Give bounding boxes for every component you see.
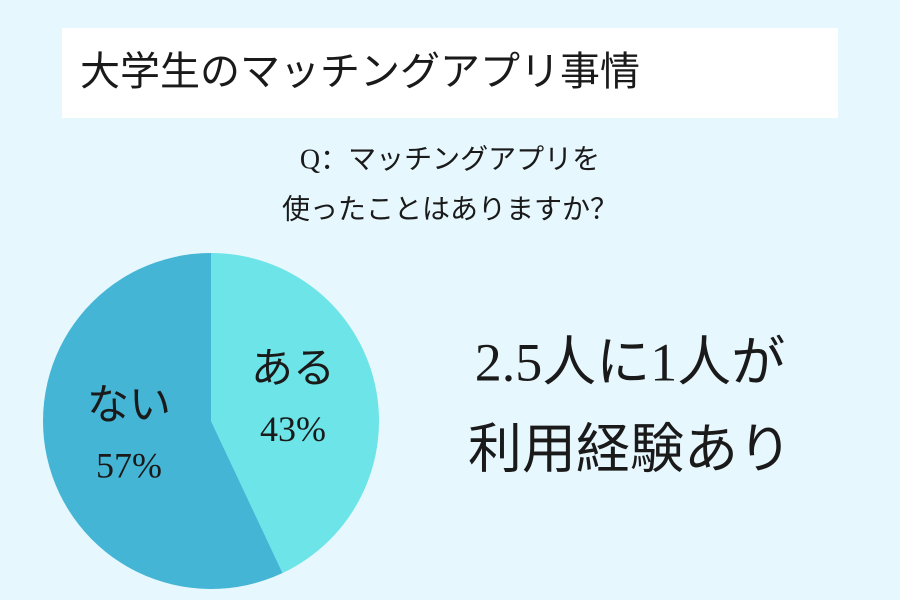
annotation: 2.5人に1人が	[475, 332, 786, 392]
slice-value: 57%	[96, 446, 162, 486]
slice-label: ある	[251, 346, 335, 392]
annotation: 利用経験あり	[468, 419, 792, 479]
question: 使ったことはありますか？	[282, 193, 618, 225]
slice-label: ない	[87, 383, 171, 429]
chart-title: 大学生のマッチングアプリ事情	[80, 49, 640, 95]
question: Q：マッチングアプリを	[300, 143, 600, 175]
pie-slice	[211, 253, 379, 574]
title-box	[62, 28, 838, 118]
slice-value: 43%	[260, 409, 326, 449]
pie-slice	[42, 253, 283, 589]
